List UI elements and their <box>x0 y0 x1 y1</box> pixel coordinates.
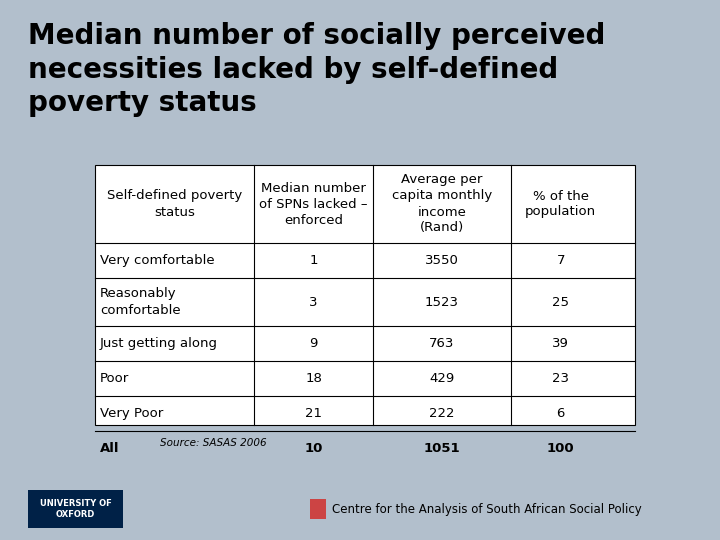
Bar <box>28 490 123 528</box>
Text: 763: 763 <box>429 337 454 350</box>
Text: 39: 39 <box>552 337 570 350</box>
Text: 1523: 1523 <box>425 295 459 308</box>
Text: 6: 6 <box>557 407 565 420</box>
Text: 1: 1 <box>310 254 318 267</box>
Bar <box>95 165 635 425</box>
Text: Median number of socially perceived
necessities lacked by self-defined
poverty s: Median number of socially perceived nece… <box>28 22 606 117</box>
Text: All: All <box>100 442 120 455</box>
Text: Centre for the Analysis of South African Social Policy: Centre for the Analysis of South African… <box>332 503 642 516</box>
Text: Very Poor: Very Poor <box>100 407 163 420</box>
Text: 7: 7 <box>557 254 565 267</box>
Text: 9: 9 <box>310 337 318 350</box>
Text: 18: 18 <box>305 372 322 385</box>
Text: Poor: Poor <box>100 372 130 385</box>
Text: Very comfortable: Very comfortable <box>100 254 215 267</box>
Text: 3: 3 <box>310 295 318 308</box>
Text: Just getting along: Just getting along <box>100 337 218 350</box>
Text: 3550: 3550 <box>425 254 459 267</box>
Text: UNIVERSITY OF
OXFORD: UNIVERSITY OF OXFORD <box>40 499 112 519</box>
Bar <box>310 499 326 519</box>
Text: 429: 429 <box>429 372 454 385</box>
Text: Source: SASAS 2006: Source: SASAS 2006 <box>160 438 266 448</box>
Text: 25: 25 <box>552 295 570 308</box>
Text: Reasonably
comfortable: Reasonably comfortable <box>100 287 181 316</box>
Text: 1051: 1051 <box>423 442 460 455</box>
Text: 100: 100 <box>547 442 575 455</box>
Text: Self-defined poverty
status: Self-defined poverty status <box>107 190 242 219</box>
Text: 21: 21 <box>305 407 323 420</box>
Text: % of the
population: % of the population <box>525 190 596 219</box>
Text: 222: 222 <box>429 407 455 420</box>
Text: Median number
of SPNs lacked –
enforced: Median number of SPNs lacked – enforced <box>259 181 368 226</box>
Text: 23: 23 <box>552 372 570 385</box>
Text: Average per
capita monthly
income
(Rand): Average per capita monthly income (Rand) <box>392 173 492 234</box>
Text: 10: 10 <box>305 442 323 455</box>
